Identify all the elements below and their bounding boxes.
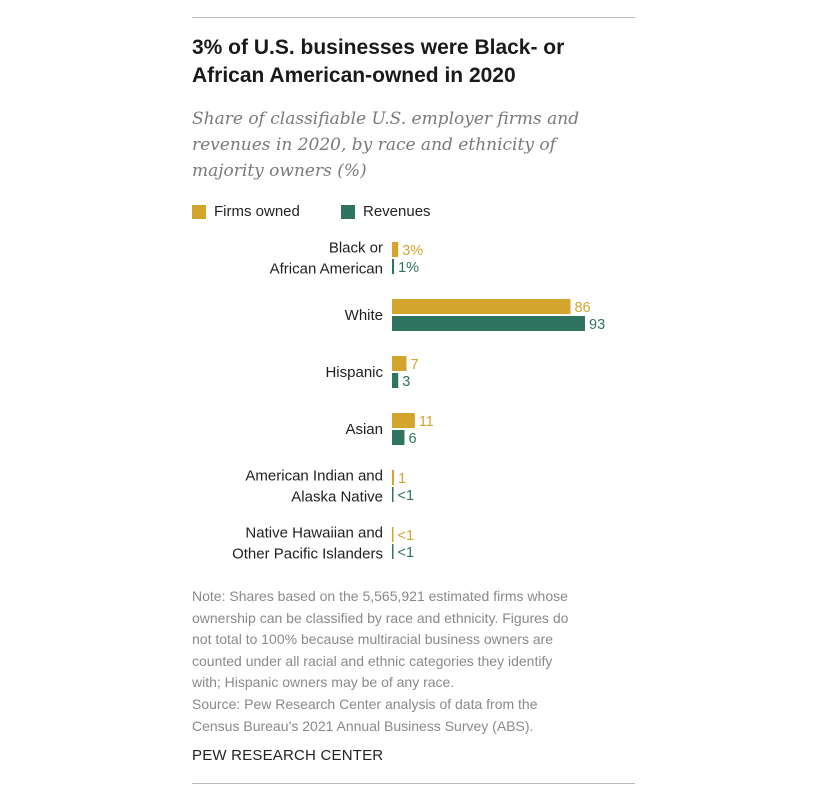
source-line: Census Bureau’s 2021 Annual Business Sur… [192,717,534,734]
chart-subtitle-line: majority owners (%) [192,161,367,181]
data-label-revenues: 1% [398,260,419,276]
category-label: Other Pacific Islanders [232,546,383,563]
category-label: Hispanic [325,364,383,381]
chart-note: Note: Shares based on the 5,565,921 esti… [192,586,642,737]
legend-label-firms: Firms owned [214,203,300,220]
legend-swatch-revenues [341,205,355,219]
chart-subtitle-line: Share of classifiable U.S. employer firm… [192,109,580,129]
note-line: with; Hispanic owners may be of any race… [192,674,455,691]
note-line: ownership can be classified by race and … [192,609,569,626]
bar-firms-owned [392,299,571,314]
data-label-revenues: 6 [408,431,416,447]
category-label: White [345,307,383,324]
source-line: Source: Pew Research Center analysis of … [192,695,538,712]
legend-swatch-firms [192,205,206,219]
note-line: Note: Shares based on the 5,565,921 esti… [192,588,568,604]
bar-firms-owned [392,242,399,257]
category-label: Native Hawaiian and [245,525,383,542]
category-label: Black or [329,240,383,257]
bottom-divider [192,783,635,784]
data-label-revenues: <1 [398,488,415,504]
bar-revenues [392,544,394,559]
chart-title-line: 3% of U.S. businesses were Black- or [192,36,565,59]
top-divider [192,17,635,18]
bar-firms-owned [392,413,415,428]
legend-label-revenues: Revenues [363,203,431,220]
chart-title: 3% of U.S. businesses were Black- or Afr… [192,34,632,90]
category-label: Asian [345,421,383,438]
brand-name: PEW RESEARCH CENTER [192,747,384,764]
bar-revenues [392,259,395,274]
category-label: Alaska Native [291,489,383,506]
bar-firms-owned [392,356,407,371]
category-label: African American [270,261,383,278]
bar-revenues [392,373,399,388]
chart-subtitle-line: revenues in 2020, by race and ethnicity … [192,135,556,155]
data-label-firms-owned: 11 [419,414,434,430]
data-label-firms-owned: <1 [398,528,415,544]
data-label-revenues: 93 [589,317,605,333]
note-line: counted under all racial and ethnic cate… [192,652,553,669]
data-label-revenues: <1 [398,545,415,561]
chart-subtitle: Share of classifiable U.S. employer firm… [192,106,622,184]
data-label-firms-owned: 1 [398,471,406,487]
bar-firms-owned [392,527,394,542]
bar-revenues [392,316,585,331]
data-label-firms-owned: 7 [411,357,419,373]
bar-firms-owned [392,470,395,485]
category-label: American Indian and [245,468,383,485]
bar-revenues [392,430,405,445]
note-line: not total to 100% because multiracial bu… [192,631,554,648]
data-label-revenues: 3 [402,374,410,390]
bar-revenues [392,487,394,502]
data-label-firms-owned: 86 [574,300,590,316]
chart-title-line: African American-owned in 2020 [192,64,516,87]
data-label-firms-owned: 3% [402,243,423,259]
